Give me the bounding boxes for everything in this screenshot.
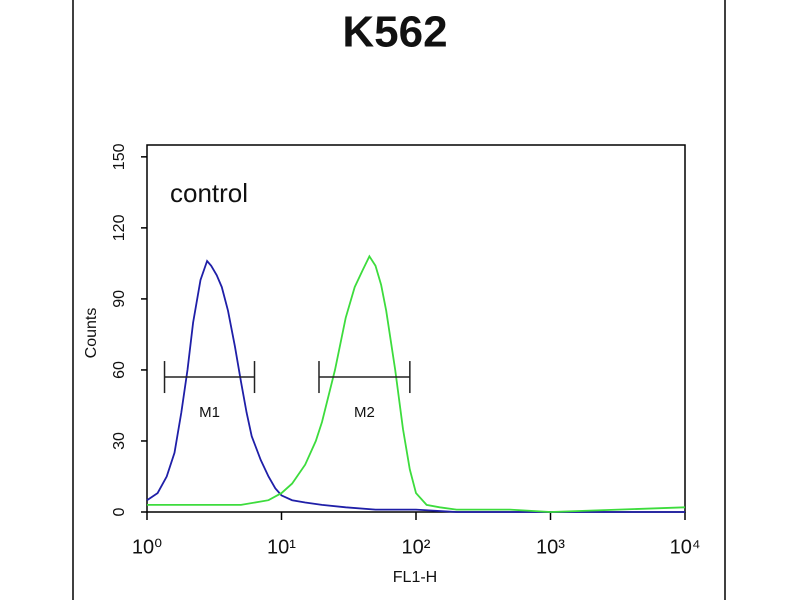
y-tick-label: 0	[111, 507, 128, 516]
y-tick-label: 30	[111, 432, 128, 450]
marker-label: M2	[354, 404, 375, 421]
y-tick-label: 150	[111, 143, 128, 170]
histogram-line	[146, 259, 685, 513]
annotation: control	[170, 178, 248, 208]
y-tick-label: 60	[111, 361, 128, 379]
x-tick-label: 10³	[536, 536, 565, 558]
y-axis-label: Counts	[83, 308, 100, 359]
histogram-line	[147, 254, 686, 513]
x-tick-label: 10¹	[267, 536, 296, 558]
x-tick-label: 10⁴	[670, 536, 701, 558]
x-tick-label: 10²	[402, 536, 431, 558]
y-tick-label: 120	[111, 214, 128, 241]
marker-label: M1	[199, 404, 220, 421]
x-axis-label: FL1-H	[393, 569, 437, 586]
y-tick-label: 90	[111, 290, 128, 308]
chart-title: K562	[342, 8, 447, 57]
x-tick-label: 10⁰	[132, 536, 162, 558]
